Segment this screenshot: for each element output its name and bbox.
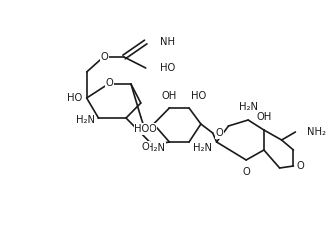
Text: H₂N: H₂N (193, 143, 212, 153)
Text: HO: HO (134, 124, 150, 134)
Text: O: O (142, 142, 150, 152)
Text: OH: OH (162, 91, 177, 101)
Text: HO: HO (159, 63, 175, 73)
Text: O: O (242, 167, 250, 177)
Text: HO: HO (67, 93, 83, 103)
Text: O: O (296, 161, 304, 171)
Text: HO: HO (191, 91, 206, 101)
Text: O: O (149, 124, 156, 134)
Text: OH: OH (256, 112, 272, 122)
Text: NH₂: NH₂ (307, 127, 326, 137)
Text: NH: NH (159, 37, 175, 47)
Text: O: O (101, 52, 108, 62)
Text: H₂N: H₂N (239, 102, 258, 112)
Text: H₂N: H₂N (76, 115, 94, 125)
Text: O: O (215, 128, 223, 138)
Text: H₂N: H₂N (147, 143, 165, 153)
Text: O: O (105, 78, 113, 88)
